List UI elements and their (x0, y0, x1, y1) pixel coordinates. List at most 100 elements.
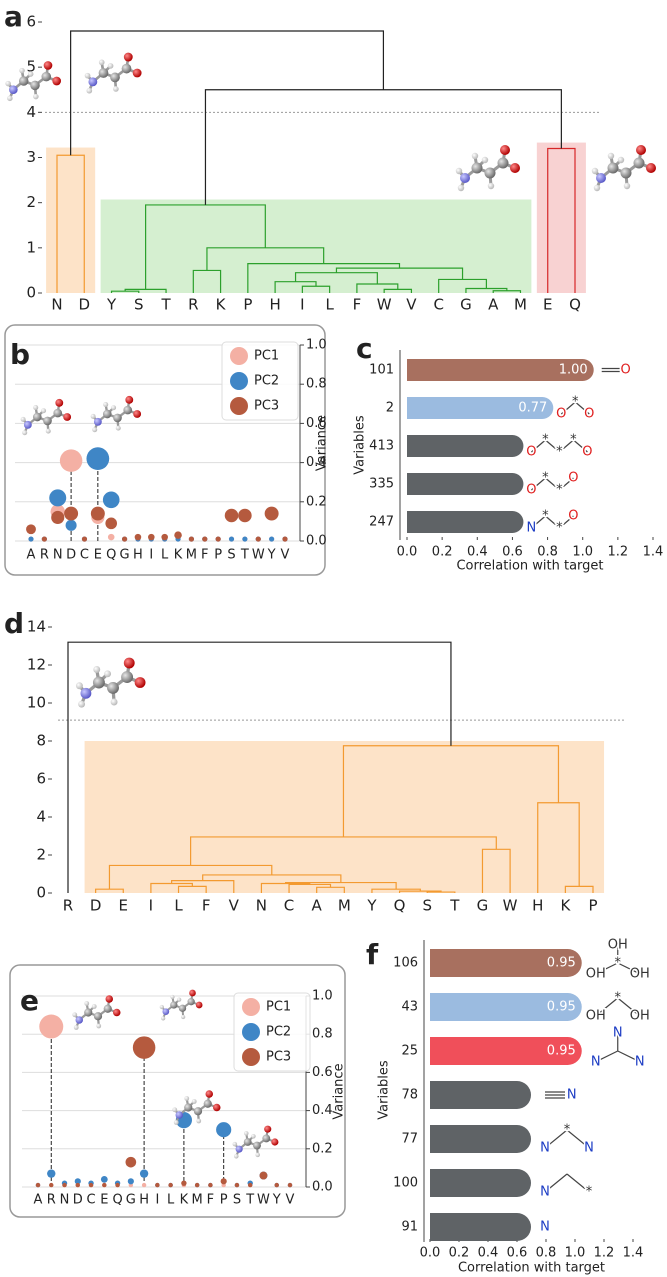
y-tick-label: 25 (401, 1044, 418, 1059)
x-tick-label: V (286, 1193, 295, 1208)
point (26, 524, 36, 535)
x-axis-label: Correlation with target (456, 559, 603, 574)
y-tick-label: 0 (36, 884, 46, 902)
y-tick-label: 2 (386, 401, 394, 416)
atom-label: N (527, 521, 537, 536)
bar (430, 1081, 531, 1109)
x-tick-label: P (220, 1193, 228, 1208)
point (86, 447, 110, 471)
point (64, 506, 79, 521)
bar (430, 1037, 582, 1065)
point (49, 489, 67, 507)
x-tick-label: C (80, 548, 89, 563)
x-tick-label: 1.4 (623, 1246, 644, 1261)
point (259, 1171, 268, 1180)
x-tick-label: Y (267, 548, 276, 563)
bar (407, 397, 554, 419)
point (115, 1182, 120, 1188)
bond (617, 962, 641, 975)
y-tick-label: 0.6 (312, 1065, 333, 1080)
leaf-label: R (63, 897, 73, 915)
bond (617, 997, 641, 1017)
bar (407, 511, 524, 533)
point (102, 1182, 107, 1188)
leaf-label: A (312, 897, 323, 915)
leaf-label: W (503, 897, 518, 915)
y-tick-label: 43 (401, 1000, 418, 1015)
dendrogram-link (192, 269, 222, 293)
atom-label: N (567, 1088, 577, 1103)
point (132, 1036, 156, 1059)
atom-label: * (556, 445, 563, 460)
bar (407, 435, 524, 457)
x-tick-label: 0.4 (478, 1246, 499, 1261)
leaf-label: V (406, 296, 417, 314)
legend-marker (242, 1023, 260, 1041)
x-tick-label: G (126, 1193, 136, 1208)
point (102, 491, 120, 509)
leaf-label: M (514, 296, 527, 314)
atom-label: * (572, 395, 579, 410)
leaf-label: K (216, 296, 227, 314)
point (255, 536, 261, 542)
legend-label: PC3 (266, 1050, 291, 1065)
leaf-label: F (353, 296, 362, 314)
x-axis-label: Correlation with target (458, 1261, 605, 1276)
point (125, 1156, 137, 1168)
leaf-label: M (338, 897, 351, 915)
cluster-highlight (46, 147, 96, 293)
leaf-label: N (256, 897, 267, 915)
y-tick-label: 91 (401, 1220, 418, 1235)
point (88, 1182, 94, 1188)
point (28, 536, 34, 542)
leaf-label: G (460, 296, 472, 314)
leaf-label: L (325, 296, 334, 314)
y-tick-label: 5 (26, 58, 36, 76)
dendrogram-link (67, 641, 452, 893)
leaf-label: K (560, 897, 571, 915)
leaf-label: C (433, 296, 443, 314)
y-tick-label: 6 (26, 13, 36, 31)
x-tick-label: 0.8 (537, 545, 558, 560)
bar (430, 1169, 531, 1197)
y-tick-label: 247 (369, 515, 394, 530)
y-tick-label: 0.2 (306, 494, 327, 509)
bond (559, 477, 574, 491)
x-tick-label: M (192, 1193, 203, 1208)
leaf-label: Q (569, 296, 581, 314)
x-tick-label: C (87, 1193, 96, 1208)
bond (544, 1173, 568, 1193)
point (216, 1122, 232, 1138)
bond (531, 439, 546, 453)
y-tick-label: 2 (36, 846, 46, 864)
x-tick-label: 1.2 (594, 1246, 615, 1261)
atom-label: O (526, 483, 536, 498)
bond (531, 477, 546, 491)
value-label: 0.77 (518, 401, 547, 416)
atom-label: N (540, 1185, 550, 1200)
point (161, 533, 168, 541)
leaf-label: A (488, 296, 499, 314)
leaf-label: H (532, 897, 543, 915)
point (194, 1182, 200, 1188)
dendrogram-link (56, 154, 85, 293)
x-tick-label: A (34, 1193, 43, 1208)
leaf-label: G (477, 897, 489, 915)
x-tick-label: S (227, 548, 235, 563)
leaf-label: S (422, 897, 432, 915)
point (51, 510, 65, 525)
panel-label: d (4, 607, 24, 640)
point (215, 536, 221, 542)
atom-label: O (568, 509, 578, 524)
atom-label: O (584, 407, 594, 422)
x-tick-label: Y (272, 1193, 281, 1208)
atom-label: * (542, 471, 549, 486)
point (148, 533, 155, 541)
point (188, 536, 195, 542)
y-tick-label: 14 (27, 618, 46, 636)
point (121, 536, 128, 542)
x-tick-label: 0.0 (420, 1246, 441, 1261)
atom-label: OH (630, 966, 650, 981)
